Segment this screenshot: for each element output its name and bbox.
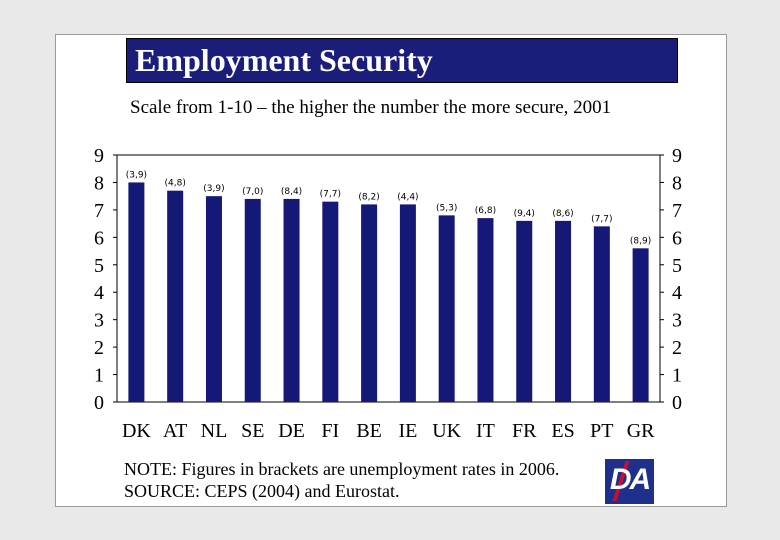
bar-be xyxy=(361,204,378,402)
bar-label-fr: (9,4) xyxy=(514,209,535,219)
bar-it xyxy=(477,218,494,402)
note-text: NOTE: Figures in brackets are unemployme… xyxy=(124,459,560,479)
y-tick-label-left: 6 xyxy=(94,227,104,249)
y-tick-label-left: 5 xyxy=(94,255,104,277)
y-tick-label-right: 5 xyxy=(672,255,682,277)
bar-dk xyxy=(128,182,145,402)
x-tick-label-pt: PT xyxy=(590,420,613,442)
bar-label-nl: (3,9) xyxy=(203,184,224,194)
bar-se xyxy=(244,198,261,402)
y-tick-label-left: 2 xyxy=(94,337,104,359)
x-tick-label-uk: UK xyxy=(432,420,461,442)
bar-pt xyxy=(593,226,610,402)
x-tick-label-de: DE xyxy=(278,420,305,442)
source-text: SOURCE: CEPS (2004) and Eurostat. xyxy=(124,481,400,501)
x-tick-label-at: AT xyxy=(163,420,187,442)
x-tick-label-dk: DK xyxy=(122,420,151,442)
bar-label-at: (4,8) xyxy=(165,179,186,189)
y-tick-label-right: 1 xyxy=(672,365,682,387)
y-tick-label-left: 1 xyxy=(94,365,104,387)
bar-label-ie: (4,4) xyxy=(397,192,418,202)
bar-label-be: (8,2) xyxy=(358,192,379,202)
y-tick-label-left: 7 xyxy=(94,200,104,222)
bar-label-es: (8,6) xyxy=(552,209,573,219)
logo-text: DA xyxy=(609,463,651,496)
page-title: Employment Security xyxy=(135,42,433,78)
y-tick-label-right: 9 xyxy=(672,145,682,167)
bar-fi xyxy=(322,201,339,402)
bar-label-se: (7,0) xyxy=(242,187,263,197)
x-tick-label-be: BE xyxy=(356,420,382,442)
x-tick-label-ie: IE xyxy=(398,420,417,442)
y-tick-label-left: 3 xyxy=(94,310,104,332)
x-tick-label-it: IT xyxy=(476,420,495,442)
bar-label-gr: (8,9) xyxy=(630,236,651,246)
slide-panel xyxy=(55,34,727,507)
x-tick-label-nl: NL xyxy=(201,420,228,442)
y-tick-label-right: 0 xyxy=(672,392,682,414)
bar-at xyxy=(167,190,184,402)
bar-de xyxy=(283,198,300,402)
x-tick-label-fi: FI xyxy=(321,420,339,442)
bar-label-pt: (7,7) xyxy=(591,214,612,224)
chart-subtitle: Scale from 1-10 – the higher the number … xyxy=(130,97,612,118)
chart-note: NOTE: Figures in brackets are unemployme… xyxy=(124,458,559,502)
y-tick-label-left: 8 xyxy=(94,172,104,194)
bar-label-fi: (7,7) xyxy=(320,190,341,200)
bar-label-uk: (5,3) xyxy=(436,203,457,213)
bar-nl xyxy=(205,196,222,402)
bar-uk xyxy=(438,215,455,402)
x-tick-label-gr: GR xyxy=(627,420,655,442)
y-tick-label-left: 0 xyxy=(94,392,104,414)
bar-label-it: (6,8) xyxy=(475,206,496,216)
y-tick-label-right: 4 xyxy=(672,282,682,304)
y-tick-label-left: 4 xyxy=(94,282,104,304)
x-tick-label-se: SE xyxy=(241,420,264,442)
bar-gr xyxy=(632,248,649,402)
x-tick-label-es: ES xyxy=(551,420,574,442)
bar-ie xyxy=(399,204,416,402)
x-tick-label-fr: FR xyxy=(512,420,537,442)
y-tick-label-right: 2 xyxy=(672,337,682,359)
title-bar: Employment Security xyxy=(126,38,678,83)
bar-label-dk: (3,9) xyxy=(126,170,147,180)
bar-es xyxy=(555,220,572,402)
y-tick-label-right: 6 xyxy=(672,227,682,249)
bar-label-de: (8,4) xyxy=(281,187,302,197)
bar-fr xyxy=(516,220,533,402)
da-logo: DA xyxy=(605,459,654,504)
y-tick-label-left: 9 xyxy=(94,145,104,167)
y-tick-label-right: 3 xyxy=(672,310,682,332)
y-tick-label-right: 8 xyxy=(672,172,682,194)
y-tick-label-right: 7 xyxy=(672,200,682,222)
